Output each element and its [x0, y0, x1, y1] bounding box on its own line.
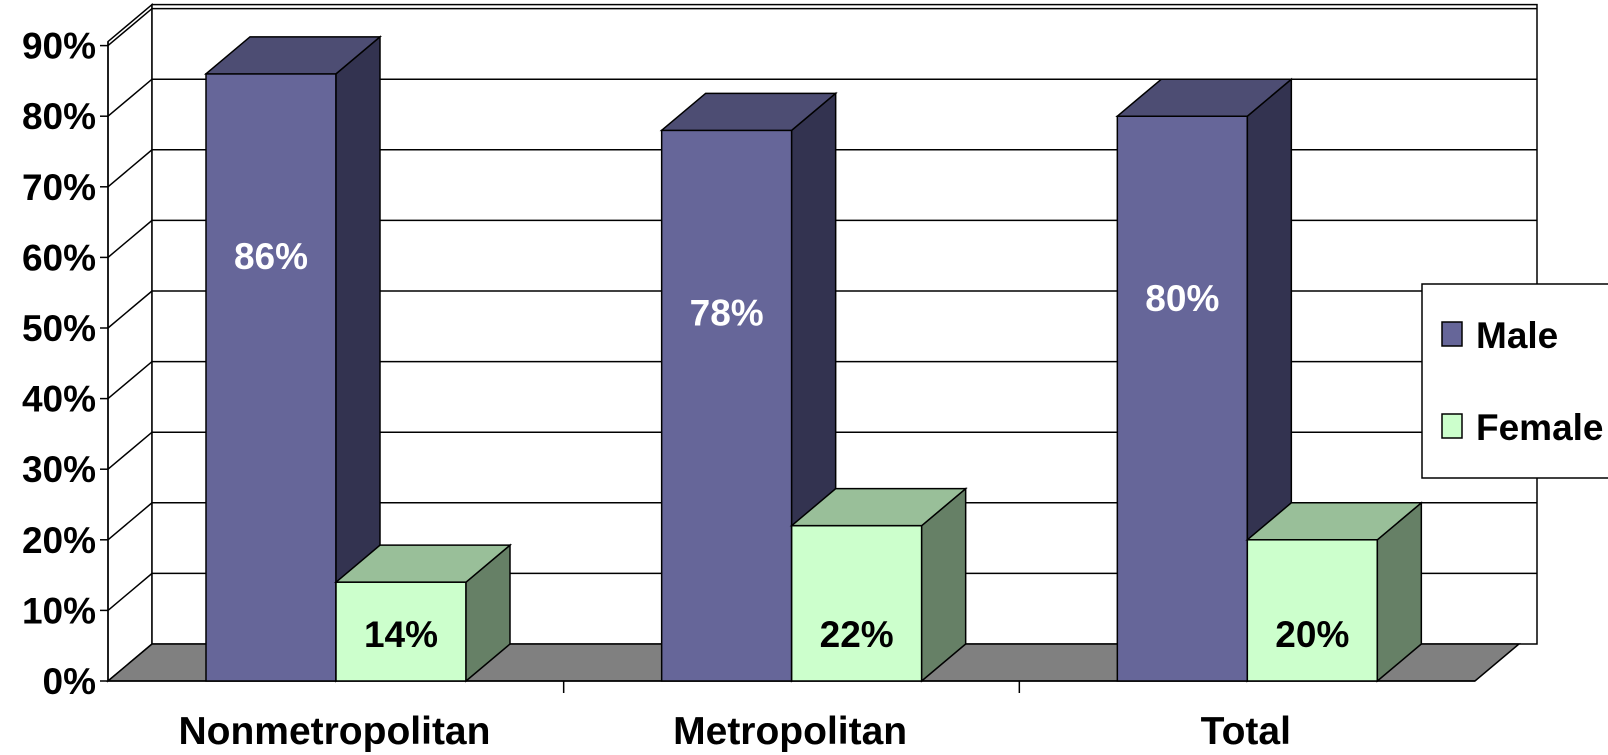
gridline	[107, 290, 1537, 329]
data-label: 22%	[820, 614, 894, 655]
bar-female-nonmetropolitan	[333, 543, 513, 683]
data-label: 14%	[364, 614, 438, 655]
bar-front	[205, 73, 337, 682]
bar-female-metropolitan	[789, 487, 968, 683]
bar-front	[660, 129, 793, 682]
y-tick-label: 60%	[22, 237, 96, 278]
x-category-label: Total	[1201, 710, 1291, 753]
y-tick-label: 0%	[43, 661, 96, 702]
bar-front	[335, 581, 467, 682]
bar-front	[1116, 115, 1249, 682]
legend-label-male: Male	[1476, 315, 1558, 356]
y-tick-label: 80%	[22, 96, 96, 137]
gridline	[107, 431, 1537, 470]
bar-top	[203, 36, 383, 75]
y-tick-label: 40%	[22, 379, 96, 420]
x-category-label: Nonmetropolitan	[178, 710, 490, 753]
gridline	[107, 502, 1537, 541]
y-tick-label: 30%	[22, 449, 96, 490]
y-tick-label: 50%	[22, 308, 96, 349]
data-label: 86%	[234, 236, 308, 277]
bar-top	[333, 544, 513, 583]
gridline	[107, 149, 1537, 188]
bar-front	[790, 524, 923, 682]
x-axis-labels: Nonmetropolitan Metropolitan Total	[178, 710, 1290, 753]
x-category-label: Metropolitan	[673, 710, 907, 753]
y-tick-label: 10%	[22, 590, 96, 631]
y-tick-label: 90%	[22, 26, 96, 67]
legend: Male Female	[1421, 283, 1608, 479]
y-axis-ticks: 0% 10% 20% 30% 40% 50% 60% 70% 80% 90%	[22, 26, 96, 702]
bar-front	[1246, 539, 1379, 682]
bar-top	[789, 487, 968, 527]
gridline	[107, 78, 1537, 117]
data-label: 78%	[690, 292, 764, 333]
bars: 86% 14% 78% 22% 80% 20%	[203, 35, 1424, 683]
gridlines	[107, 7, 1537, 611]
gridline	[107, 360, 1537, 400]
bar-top	[659, 92, 838, 132]
gridline	[107, 7, 1537, 47]
data-label: 20%	[1275, 614, 1349, 655]
y-tick-label: 20%	[22, 520, 96, 561]
bar-top	[1245, 502, 1424, 541]
gridline	[107, 572, 1537, 611]
legend-label-female: Female	[1476, 407, 1604, 448]
y-tick-label: 70%	[22, 167, 96, 208]
legend-swatch-female	[1441, 413, 1463, 439]
gridline	[107, 219, 1537, 258]
bar-top	[1115, 78, 1294, 117]
data-label: 80%	[1145, 278, 1219, 319]
legend-box	[1421, 283, 1608, 479]
legend-swatch-male	[1441, 321, 1463, 347]
bar-female-total	[1245, 501, 1424, 683]
